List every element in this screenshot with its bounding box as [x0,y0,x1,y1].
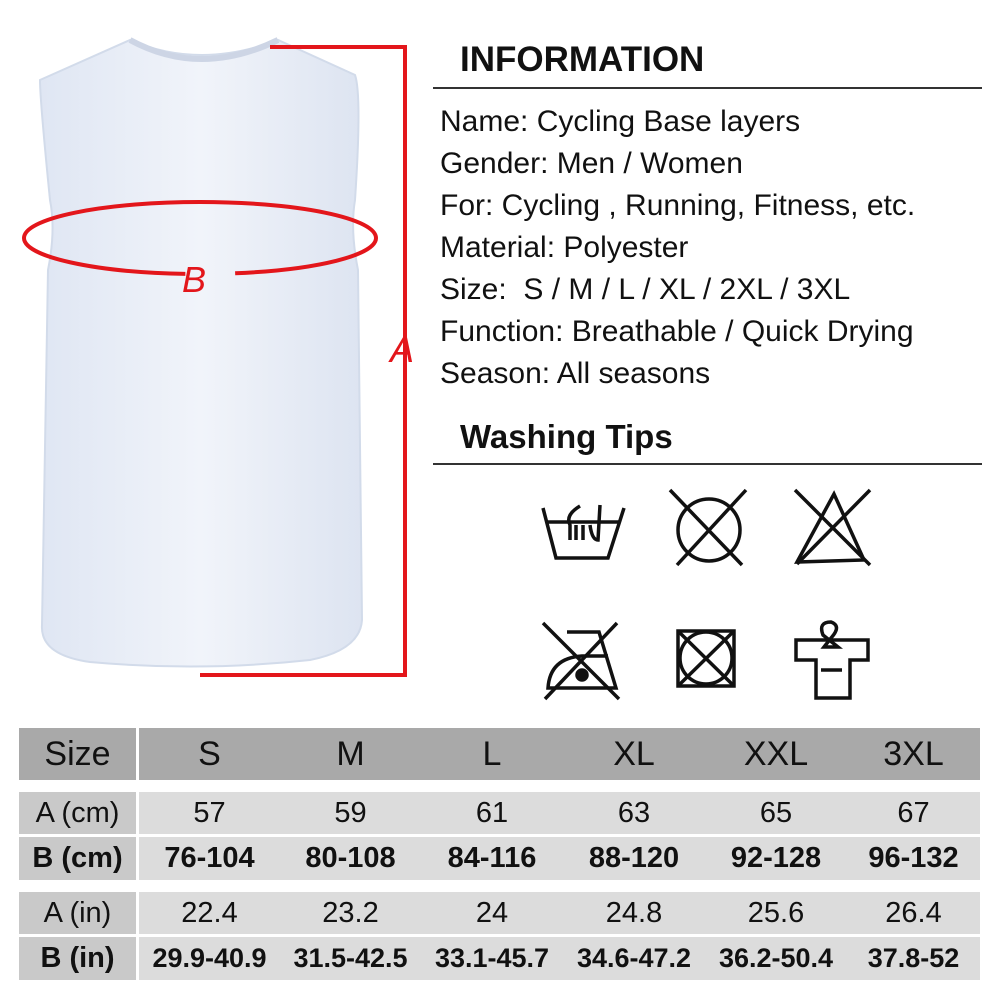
divider [433,463,982,465]
table-cell: 22.4 [139,892,280,934]
do-not-tumble-dry-icon [668,488,748,567]
table-cell: 33.1-45.7 [421,937,563,980]
row-label-a-cm: A (cm) [19,792,136,834]
table-cell: 59 [280,792,421,834]
hang-dry-icon [794,620,870,700]
info-for: For: Cycling , Running, Fitness, etc. [440,189,916,222]
table-cell: 31.5-42.5 [280,937,421,980]
hand-wash-icon [541,504,626,560]
table-cell: 29.9-40.9 [139,937,280,980]
table-cell: 84-116 [421,837,563,880]
table-cell: 36.2-50.4 [705,937,847,980]
vest-image [38,38,364,668]
row-label-b-cm: B (cm) [19,837,136,880]
table-cell: 92-128 [705,837,847,880]
information-title: INFORMATION [460,40,705,79]
measure-a-marker [200,45,407,677]
table-cell: 67 [847,792,980,834]
header-xxl: XXL [705,728,847,780]
care-icons [541,488,872,701]
header-m: M [280,728,421,780]
info-list: Name: Cycling Base layers Gender: Men / … [440,107,915,401]
table-cell: 63 [563,792,705,834]
info-gender: Gender: Men / Women [440,147,743,180]
table-cell: 34.6-47.2 [563,937,705,980]
table-cell: 25.6 [705,892,847,934]
measure-b-marker [22,200,378,276]
label-a: A [388,329,414,370]
table-cell: 57 [139,792,280,834]
table-cell: 26.4 [847,892,980,934]
info-size: Size: S / M / L / XL / 2XL / 3XL [440,273,851,306]
table-cell: 24.8 [563,892,705,934]
header-xl: XL [563,728,705,780]
row-label-a-in: A (in) [19,892,136,934]
header-3xl: 3XL [847,728,980,780]
do-not-bleach-icon [793,488,872,567]
header-s: S [139,728,280,780]
table-cell: 76-104 [139,837,280,880]
info-function: Function: Breathable / Quick Drying [440,315,914,348]
info-material: Material: Polyester [440,231,689,264]
table-cell: 96-132 [847,837,980,880]
washing-tips-title: Washing Tips [460,418,673,455]
do-not-iron-icon [541,621,621,701]
header-l: L [421,728,563,780]
info-name: Name: Cycling Base layers [440,105,801,138]
label-b: B [182,259,206,300]
table-cell: 24 [421,892,563,934]
table-cell: 37.8-52 [847,937,980,980]
row-label-b-in: B (in) [19,937,136,980]
header-size: Size [19,728,136,780]
divider [433,87,982,89]
do-not-dry-clean-icon [676,629,736,688]
table-cell: 88-120 [563,837,705,880]
table-cell: 65 [705,792,847,834]
info-season: Season: All seasons [440,357,711,390]
table-cell: 80-108 [280,837,421,880]
table-cell: 61 [421,792,563,834]
table-cell: 23.2 [280,892,421,934]
vest-diagram: A B [22,37,414,677]
